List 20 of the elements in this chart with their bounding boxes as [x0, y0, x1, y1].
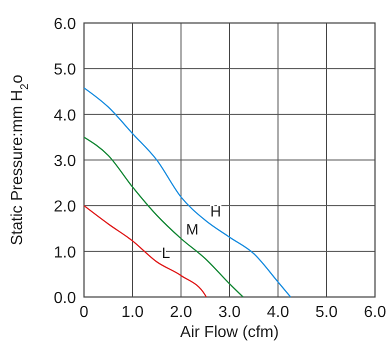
line-series: [83, 136, 244, 298]
line-series: [83, 205, 207, 298]
series-label: H: [210, 203, 222, 220]
y-tick-label: 4.0: [54, 107, 76, 124]
x-tick-label: 0: [80, 304, 89, 321]
y-tick-label: 6.0: [54, 16, 76, 33]
x-tick-label: 2.0: [170, 304, 192, 321]
series-label: M: [186, 222, 198, 239]
y-tick-label: 1.0: [54, 244, 76, 262]
y-tick-label: 3.0: [54, 153, 76, 170]
x-axis-title: Air Flow (cfm): [180, 324, 279, 341]
y-tick-label: 5.0: [54, 62, 76, 79]
x-tick-label: 5.0: [315, 304, 338, 321]
y-tick-label: 0.0: [54, 290, 76, 307]
x-tick-label: 4.0: [266, 304, 290, 321]
x-tick-label: 6.0: [364, 304, 386, 321]
x-tick-label: 1.0: [121, 304, 144, 321]
line-series: [83, 87, 292, 298]
y-tick-label: 2.0: [54, 198, 76, 216]
x-tick-label: 3.0: [218, 304, 241, 321]
